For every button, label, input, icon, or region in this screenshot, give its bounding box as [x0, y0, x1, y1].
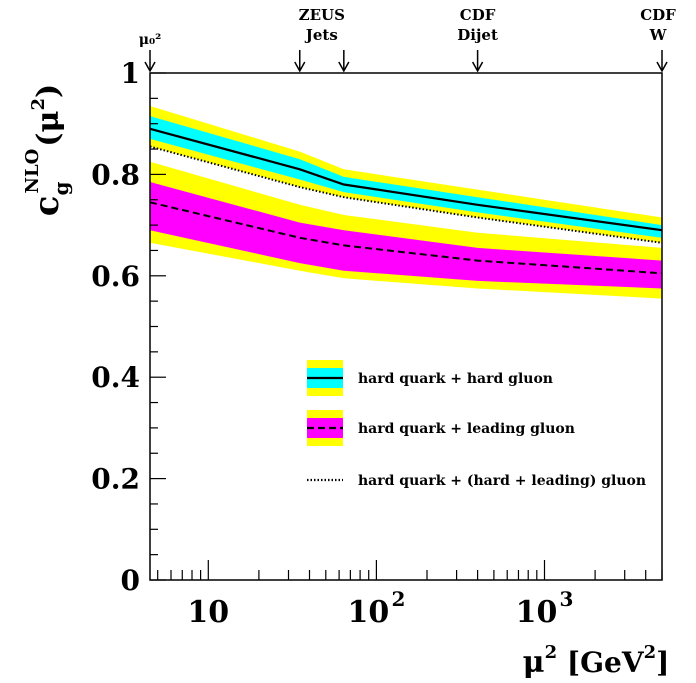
inner-band-series-0 [150, 116, 662, 238]
legend: hard quark + hard gluon hard quark + lead… [307, 360, 646, 489]
y-tick-label: 1 [121, 57, 140, 90]
marker-label: CDF [460, 6, 496, 24]
legend-label: hard quark + leading gluon [358, 421, 575, 437]
legend-label: hard quark + (hard + leading) gluon [358, 473, 646, 489]
scale-markers: μ₀² ZEUS Jets CDF Dijet CDF W [139, 6, 676, 73]
series-lines [149, 127, 663, 275]
x-tick-label-exponent: 3 [560, 587, 574, 611]
y-tick-label: 0.2 [91, 463, 140, 496]
marker-label: Jets [304, 26, 338, 44]
marker-arrow-head [338, 61, 350, 73]
marker-arrow-head [471, 61, 484, 73]
y-axis-ticks: 0 0.2 0.4 0.6 0.8 1 [91, 57, 166, 597]
x-tick-label: 10 [348, 595, 390, 630]
x-axis-ticks: 10 10 2 10 3 [157, 560, 663, 630]
marker-label: μ₀² [139, 32, 162, 48]
inner-band-series-1 [150, 182, 662, 289]
y-tick-label: 0 [121, 564, 140, 597]
marker-arrow-head [656, 61, 668, 73]
marker-arrow-head [144, 61, 156, 73]
y-axis-label: cgNLO(μ2) [22, 84, 73, 216]
marker-label: ZEUS [299, 6, 345, 24]
y-tick-label: 0.8 [91, 158, 140, 191]
x-tick-label: 10 [516, 595, 558, 630]
series-line-0 [149, 127, 663, 232]
marker-arrow-head [294, 61, 306, 73]
marker-label: CDF [640, 6, 676, 24]
series-line-2 [149, 145, 663, 244]
legend-label: hard quark + hard gluon [358, 371, 553, 387]
x-tick-label-exponent: 2 [391, 587, 405, 611]
uncertainty-bands [150, 106, 662, 299]
x-axis-label: μ2 [GeV2] [523, 642, 670, 680]
marker-label: Dijet [457, 26, 498, 44]
y-tick-label: 0.4 [91, 361, 140, 394]
marker-label: W [649, 26, 668, 44]
x-tick-label: 10 [187, 595, 229, 630]
y-tick-label: 0.6 [91, 260, 140, 293]
series-line-1 [149, 201, 663, 275]
